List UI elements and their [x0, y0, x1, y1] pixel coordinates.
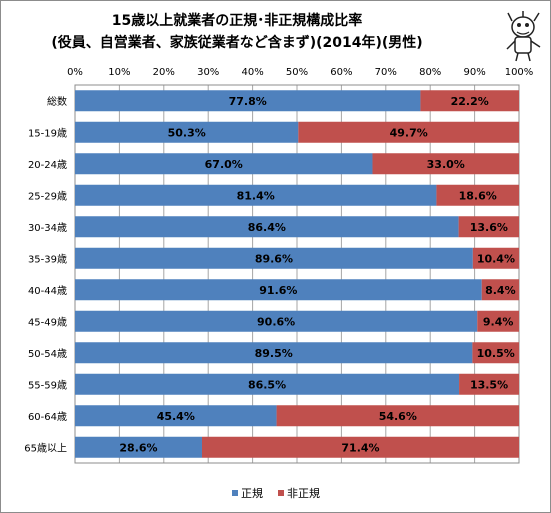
category-label: 50-54歳: [28, 348, 67, 360]
data-label: 49.7%: [390, 126, 428, 139]
category-label: 20-24歳: [28, 159, 67, 171]
bar-nonregular: [472, 247, 519, 269]
data-label: 67.0%: [205, 158, 243, 171]
bar-nonregular: [298, 121, 519, 143]
x-tick-label: 30%: [197, 67, 219, 78]
bar-nonregular: [459, 373, 519, 395]
x-tick-label: 10%: [108, 67, 130, 78]
x-tick-label: 40%: [241, 67, 263, 78]
category-label: 15-19歳: [28, 127, 67, 139]
data-label: 50.3%: [168, 126, 206, 139]
bar-nonregular: [372, 153, 519, 175]
bar-regular: [75, 216, 459, 238]
bar-nonregular: [436, 184, 519, 206]
data-label: 8.4%: [485, 284, 516, 297]
category-label: 60-64歳: [28, 411, 67, 423]
x-tick-label: 70%: [375, 67, 397, 78]
data-label: 90.6%: [257, 315, 295, 328]
bar-regular: [75, 153, 373, 175]
bar-nonregular: [458, 216, 519, 238]
data-label: 89.5%: [255, 347, 293, 360]
legend-label: 正規: [241, 486, 263, 500]
data-label: 71.4%: [341, 441, 379, 454]
data-label: 22.2%: [451, 95, 489, 108]
legend-swatch: [278, 490, 284, 496]
x-tick-label: 90%: [463, 67, 485, 78]
x-tick-label: 20%: [153, 67, 175, 78]
category-label: 25-29歳: [28, 190, 67, 202]
data-label: 77.8%: [229, 95, 267, 108]
bar-regular: [75, 247, 473, 269]
category-label: 45-49歳: [28, 316, 67, 328]
x-tick-label: 100%: [505, 67, 534, 78]
category-label: 55-59歳: [28, 379, 67, 391]
bar-nonregular: [472, 342, 519, 364]
data-label: 10.4%: [477, 252, 515, 265]
legend: 正規 非正規: [232, 486, 320, 500]
x-tick-label: 50%: [286, 67, 308, 78]
x-tick-label: 0%: [67, 67, 83, 78]
data-label: 10.5%: [477, 347, 515, 360]
plot-area: 0% 10% 20% 30% 40% 50% 60% 70% 80% 90% 100% 総数 77.8%…: [24, 67, 534, 464]
bar-regular: [75, 405, 277, 427]
bar-regular: [75, 90, 421, 112]
data-label: 86.5%: [248, 378, 286, 391]
category-label: 65歳以上: [24, 442, 67, 454]
mascot-icon: [506, 11, 541, 62]
chart-subtitle: (役員、自営業者、家族従業者など含まず)(2014年)(男性): [51, 34, 422, 51]
data-label: 13.6%: [470, 221, 508, 234]
data-label: 81.4%: [237, 189, 275, 202]
data-label: 86.4%: [248, 221, 286, 234]
bar-nonregular: [276, 405, 519, 427]
bar-nonregular: [420, 90, 519, 112]
category-label: 35-39歳: [28, 253, 67, 265]
bar-regular: [75, 373, 460, 395]
x-tick-label: 80%: [419, 67, 441, 78]
bar-regular: [75, 436, 202, 458]
bar-regular: [75, 342, 473, 364]
legend-swatch: [232, 490, 238, 496]
bar-nonregular: [477, 310, 519, 332]
bar-regular: [75, 184, 437, 206]
data-label: 13.5%: [470, 378, 508, 391]
data-label: 89.6%: [255, 252, 293, 265]
data-label: 18.6%: [459, 189, 497, 202]
data-label: 33.0%: [427, 158, 465, 171]
data-label: 45.4%: [157, 410, 195, 423]
bar-regular: [75, 310, 478, 332]
data-label: 28.6%: [119, 441, 157, 454]
category-label: 40-44歳: [28, 285, 67, 297]
data-label: 91.6%: [259, 284, 297, 297]
x-tick-label: 60%: [330, 67, 352, 78]
category-label: 30-34歳: [28, 222, 67, 234]
category-label: 総数: [47, 95, 67, 108]
chart-title: 15歳以上就業者の正規･非正規構成比率: [112, 12, 362, 29]
data-label: 9.4%: [483, 315, 514, 328]
plot-border: [74, 84, 520, 464]
bar-nonregular: [201, 436, 519, 458]
data-label: 54.6%: [379, 410, 417, 423]
bar-nonregular: [481, 279, 519, 301]
legend-label: 非正規: [287, 486, 320, 500]
bar-regular: [75, 279, 482, 301]
bar-regular: [75, 121, 299, 143]
